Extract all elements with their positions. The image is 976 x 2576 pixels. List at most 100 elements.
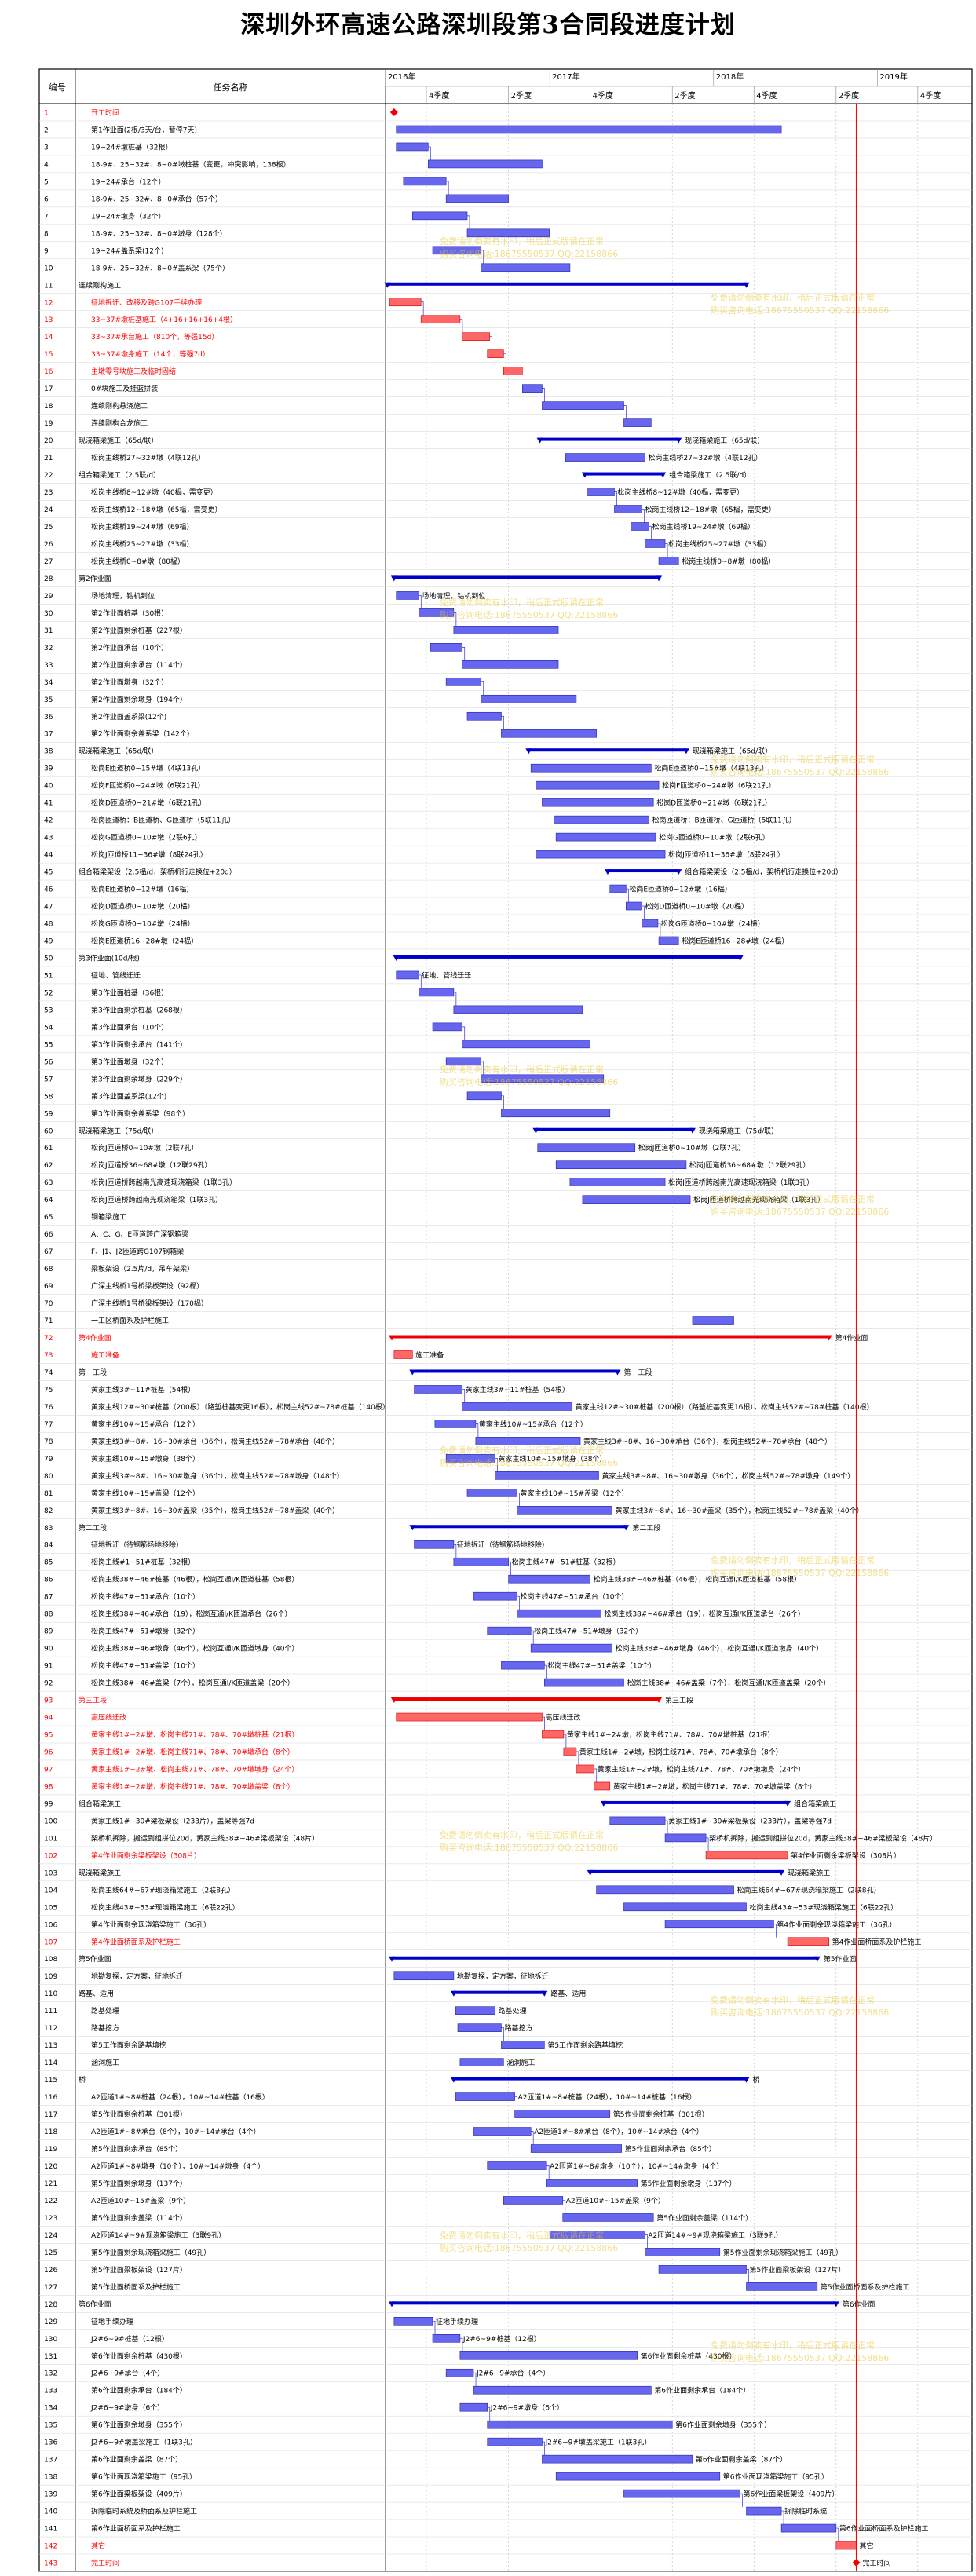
task-name: 松岗G匝道桥0~10#墩（24榀） [91,919,195,929]
task-id: 102 [44,1852,57,1860]
task-name: 松岗主线桥12~18#墩（65榀，需变更） [91,505,221,514]
task-bar [403,177,447,186]
dependency-link [517,1595,520,1610]
task-bar [658,557,679,565]
task-name: 路基挖方 [91,2023,119,2033]
task-id: 104 [44,1887,57,1895]
summary-bar-end [813,1956,821,1962]
bar-label: J2#6~9#墩盖梁施工（1联3孔） [544,2438,651,2447]
task-id: 108 [44,1956,57,1964]
task-id: 126 [44,2267,57,2275]
task-bar [522,384,543,393]
task-bar [631,522,649,531]
task-id: 61 [44,1145,53,1153]
summary-bar-start [450,2077,457,2083]
task-name: 黄家主线10#~15#承台（12个） [91,1420,199,1429]
bar-label: A2匝道10#~15#盖梁（9个） [566,2196,665,2205]
task-id: 65 [44,1214,53,1222]
summary-bar-end [675,869,682,875]
task-name: 第6作业面现浇箱梁施工（95孔） [91,2472,196,2482]
task-name: 松岗D匝道桥0~21#墩（6联21孔） [91,798,206,808]
dependency-link [514,2096,517,2110]
task-bar [530,2144,622,2153]
task-bar [623,418,652,427]
dependency-link [467,215,470,229]
bar-label: 第一工段 [623,1368,652,1377]
bar-label: 架桥机拆除，搬运到组拼位20d，黄家主线38#~46#梁板架设（48片） [709,1833,937,1843]
summary-bar-end [778,1869,785,1876]
task-name: 广深主线桥1号桥梁板架设（170榀） [91,1299,208,1308]
task-name: 第5作业面 [79,1954,111,1964]
task-id: 28 [44,575,53,583]
bar-label: 松岗主线桥0~8#墩（80榀） [682,557,775,566]
task-name: 路基处理 [91,2006,119,2015]
dependency-link [835,2527,839,2542]
task-name: 第二工段 [79,1523,107,1533]
task-name: 松岗主线64#~67#现浇箱梁施工（2联8孔） [91,1885,235,1895]
task-name: 松岗E匝道桥16~28#墩（24榀） [91,936,198,945]
dependency-link [453,612,457,627]
task-id: 27 [44,558,53,566]
task-name: 梁板架设（2.5片/d，吊车架梁） [91,1264,194,1273]
task-id: 58 [44,1093,53,1101]
task-bar [445,1454,495,1463]
task-name: 松岗主线38#~46#承台（19），松岗互通I/K匝道承台（26个） [91,1610,292,1619]
task-name: 黄家主线3#~11#桩基（54根） [91,1385,195,1394]
dependency-link [453,1544,457,1558]
task-name: 19~24#承台（12个） [91,177,165,186]
dependency-link [649,526,652,540]
task-name: 第5工作面剩余路基填挖 [91,2041,166,2050]
task-name: 松岗主线38#~46#桩基（46根），松岗互通I/K匝道桩基（58根） [91,1575,299,1584]
task-id: 116 [44,2094,57,2102]
task-id: 87 [44,1594,53,1602]
task-id: 110 [44,1990,57,1998]
task-bar [432,2333,461,2343]
task-id: 117 [44,2111,57,2119]
dependency-link [576,1751,579,1765]
task-id: 33 [44,662,53,670]
task-bar [623,1902,747,1912]
dependency-link [665,1820,668,1834]
dependency-link [657,923,661,937]
task-id: 11 [44,282,53,290]
summary-bar [607,869,679,873]
task-name: J2#6~9#桩基（12根） [90,2334,169,2344]
summary-bar-start [450,1990,457,1997]
task-name: 33~37#墩桩基施工（4+16+16+16+4根） [91,315,237,324]
dependency-link [501,1095,504,1109]
bar-label: 松岗G匝道桥0~10#墩（2联6孔） [659,833,769,842]
bar-label: 松岗主线38#~46#盖梁（7个），松岗互通I/K匝道盖梁（20个） [627,1679,830,1688]
task-bar [563,1747,577,1756]
task-id: 103 [44,1869,57,1877]
bar-label: 松岗D匝道桥0~10#墩（20榀） [645,902,748,912]
dependency-link [495,1458,498,1472]
task-id: 70 [44,1300,53,1308]
bar-label: A2匝道1#~8#桩基（24根），10#~14#桩基（16根） [518,2092,696,2102]
task-name: 松岗G匝道桥0~10#墩（2联6孔） [91,833,202,842]
quarter-label: 4季度 [756,90,777,100]
task-name: 松岗J匝道桥跨越南光高速现浇箱梁（1联3孔） [91,1178,236,1187]
dependency-link [623,405,627,419]
task-name: 完工时间 [91,2559,119,2568]
bar-label: 第6作业面现浇箱梁施工（95孔） [723,2472,828,2482]
task-id: 106 [44,1921,57,1929]
task-id: 4 [44,161,49,169]
task-bar [746,2506,782,2516]
task-name: 现浇箱梁施工（65d/联） [79,436,158,445]
task-name: 18-9#、25~32#、8~0#墩身（128个） [91,228,227,238]
task-id: 10 [44,265,53,272]
summary-bar-start [384,282,391,288]
task-id: 26 [44,541,53,549]
task-name: 黄家主线1#~2#墩、松岗主线71#、78#、70#墩盖梁（8个） [91,1781,294,1791]
task-id: 29 [44,593,53,601]
task-id: 111 [44,2008,57,2015]
task-name: 19~24#盖系梁(12个) [91,246,163,255]
task-name: 黄家主线3#~8#、16~30#承台（36个），松岗主线52#~78#承台（48… [91,1437,339,1446]
dependency-link [522,371,525,385]
task-name: 18-9#、25~32#、8~0#墩桩基（变更，冲突影响，138根） [91,159,291,169]
task-id: 115 [44,2077,57,2085]
task-id: 5 [44,178,49,186]
task-bar [658,936,679,945]
task-bar [503,2196,564,2205]
dependency-link [421,301,424,316]
